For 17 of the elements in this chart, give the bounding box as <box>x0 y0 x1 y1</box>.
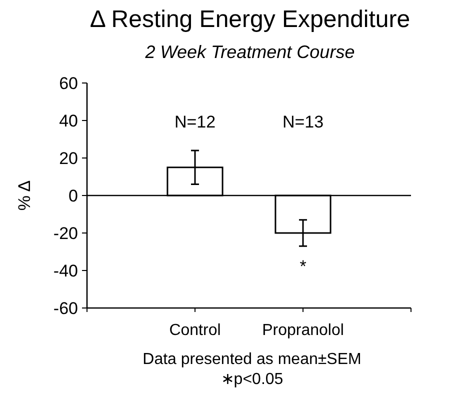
chart-subtitle: 2 Week Treatment Course <box>144 42 355 62</box>
y-tick-label: 60 <box>59 74 78 93</box>
y-tick-label: -20 <box>53 224 78 243</box>
annotation: * <box>300 256 307 276</box>
text: ∗p<0.05 <box>220 371 284 388</box>
annotation: N=12 <box>174 112 216 132</box>
y-tick-label: 0 <box>68 186 78 206</box>
y-tick-label: 20 <box>59 149 78 168</box>
y-tick-label: -40 <box>53 262 78 280</box>
annotation: N=13 <box>282 112 324 132</box>
y-tick-label: -60 <box>53 299 78 318</box>
x-tick-label: Propranolol <box>262 322 344 339</box>
chart-title: Δ Resting Energy Expenditure <box>90 6 410 33</box>
text: Data presented as mean±SEM <box>142 351 362 368</box>
y-axis-title: % Δ <box>15 180 34 211</box>
x-tick-label: Control <box>169 322 221 339</box>
y-tick-label: 40 <box>59 112 78 130</box>
